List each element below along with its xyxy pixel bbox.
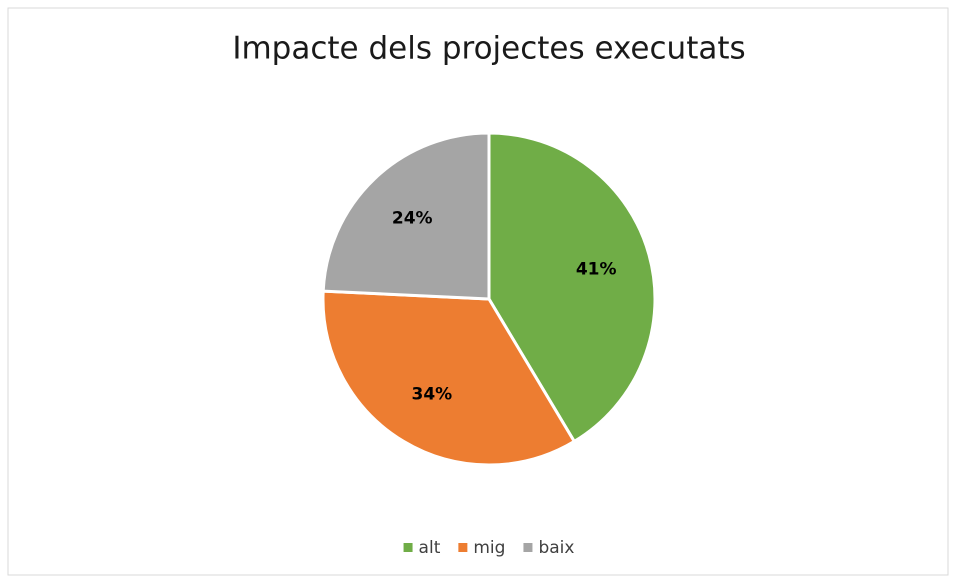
legend-marker [403, 543, 413, 552]
pie-slice [321, 131, 491, 301]
legend-marker [523, 543, 533, 552]
data-label: 41% [576, 259, 617, 279]
legend-label: mig [473, 538, 505, 558]
pie-slice [321, 289, 577, 467]
legend-marker [458, 543, 468, 552]
legend-label: baix [538, 538, 574, 558]
legend-label: alt [419, 538, 441, 558]
data-label: 34% [412, 384, 453, 404]
chart-title: Impacte dels projectes executats [232, 31, 745, 67]
data-label: 24% [392, 209, 433, 229]
pie-slice [487, 131, 657, 444]
